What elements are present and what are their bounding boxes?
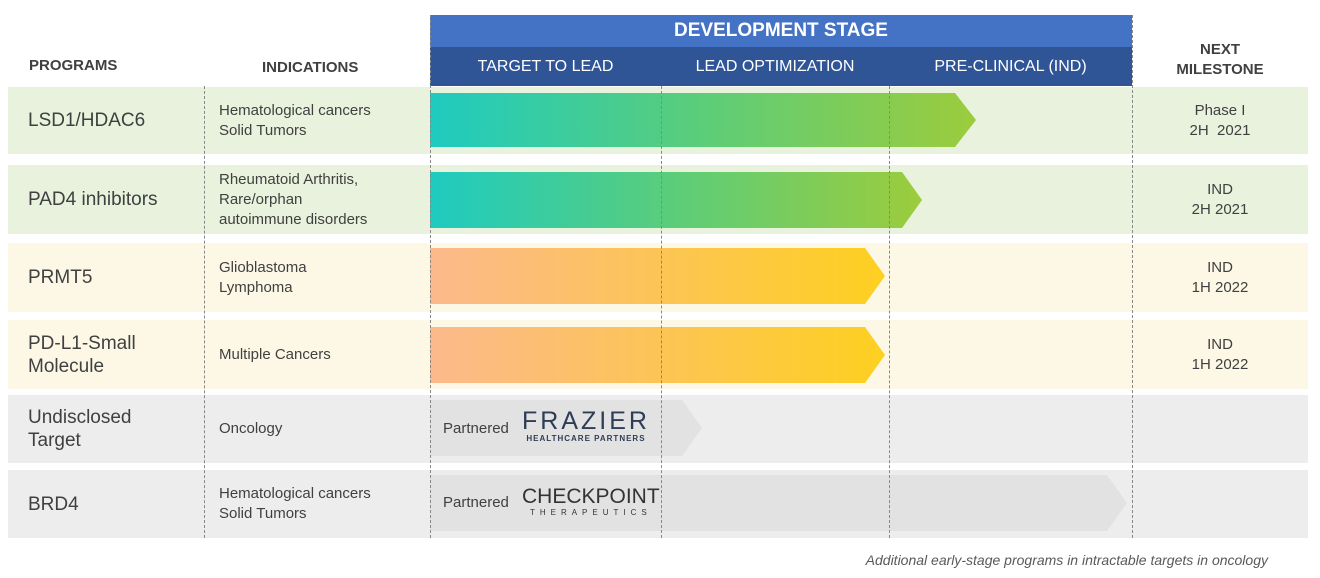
logo-text: FRAZIER (522, 407, 650, 435)
stage-target-to-lead: TARGET TO LEAD (430, 47, 661, 86)
bar-brd4 (430, 475, 1127, 531)
checkpoint-logo: CHECKPOINT THERAPEUTICS (522, 485, 660, 518)
indications: Rheumatoid Arthritis, Rare/orphan autoimmu… (219, 165, 367, 234)
program-line: Undisclosed (28, 407, 132, 428)
milestone-line: 2H 2021 (1191, 200, 1249, 218)
logo-text: CHECKPOINT (522, 485, 660, 508)
milestone-line: 1H 2022 (1191, 355, 1249, 373)
milestone: IND 1H 2022 (1132, 243, 1308, 312)
bar-undisclosed (430, 400, 702, 456)
indication: Lymphoma (219, 278, 293, 296)
stage-pre-clinical: PRE-CLINICAL (IND) (889, 47, 1132, 86)
divider (1132, 15, 1133, 538)
program-name: LSD1/HDAC6 (28, 110, 146, 131)
program-name: Undisclosed Target (28, 395, 132, 463)
bar-pdl1 (430, 327, 885, 383)
program-name: PRMT5 (28, 267, 93, 288)
divider (661, 86, 662, 538)
development-stage-header: DEVELOPMENT STAGE (430, 15, 1132, 47)
program-name: PD-L1-Small Molecule (28, 320, 136, 389)
milestone-line: IND (1207, 180, 1233, 198)
divider (430, 15, 431, 538)
bar-lsd1 (430, 93, 976, 147)
bar-pad4 (430, 172, 922, 228)
partnered-label: Partnered (443, 494, 509, 511)
next-milestone-line1: NEXT (1199, 41, 1240, 58)
milestone-line: 1H 2022 (1191, 278, 1249, 296)
stage-lead-optimization: LEAD OPTIMIZATION (661, 47, 889, 86)
frazier-logo: FRAZIER HEALTHCARE PARTNERS (522, 408, 650, 443)
indication: Rheumatoid Arthritis, (219, 170, 359, 188)
partnered-label: Partnered (443, 420, 509, 437)
indication: Multiple Cancers (219, 345, 331, 363)
indications: Glioblastoma Lymphoma (219, 243, 307, 312)
bar-prmt5 (430, 248, 885, 304)
milestone-line: 2H 2021 (1189, 121, 1251, 139)
indications: Hematological cancers Solid Tumors (219, 87, 371, 154)
indications: Multiple Cancers (219, 320, 331, 389)
indication: Rare/orphan (219, 190, 303, 208)
milestone: IND 2H 2021 (1132, 165, 1308, 234)
milestone-line: IND (1207, 335, 1233, 353)
milestone: IND 1H 2022 (1132, 320, 1308, 389)
milestone-line: Phase I (1194, 101, 1246, 119)
milestone-line: IND (1207, 258, 1233, 276)
indication: Oncology (219, 420, 283, 437)
program-line: PD-L1-Small (28, 332, 136, 354)
indication: Hematological cancers (219, 485, 371, 502)
next-milestone-header: NEXT MILESTONE (1132, 40, 1308, 80)
logo-subtext: HEALTHCARE PARTNERS (526, 434, 646, 443)
indications: Hematological cancers Solid Tumors (219, 470, 371, 538)
indication: Solid Tumors (219, 505, 307, 522)
indication: Hematological cancers (219, 101, 371, 119)
indications: Oncology (219, 395, 282, 463)
indication: Glioblastoma (219, 258, 307, 276)
footnote: Additional early-stage programs in intra… (865, 552, 1268, 568)
programs-header: PROGRAMS (29, 57, 118, 74)
program-line: Target (28, 430, 81, 451)
program-name: PAD4 inhibitors (28, 189, 158, 210)
program-name: BRD4 (28, 493, 79, 515)
milestone: Phase I 2H 2021 (1132, 87, 1308, 154)
indications-header: INDICATIONS (262, 59, 359, 76)
next-milestone-line2: MILESTONE (1176, 61, 1264, 78)
divider (889, 86, 890, 538)
divider (204, 86, 205, 538)
logo-subtext: THERAPEUTICS (529, 508, 652, 517)
program-line: Molecule (28, 355, 105, 377)
indication: autoimmune disorders (219, 210, 368, 228)
indication: Solid Tumors (219, 121, 307, 139)
